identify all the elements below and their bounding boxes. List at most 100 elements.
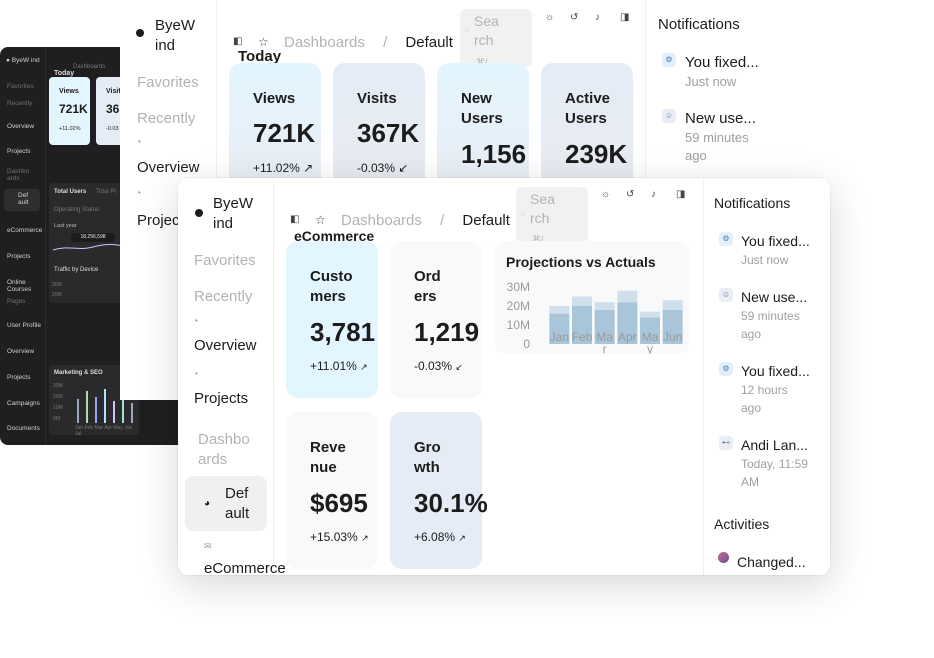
front-notif-2-time: 59 minutes ago: [741, 309, 800, 341]
mid-history-icon[interactable]: ↺: [570, 12, 579, 23]
mid-search-icon: ○: [465, 27, 470, 34]
dark-marketing-title: Marketing & SEO: [54, 370, 103, 376]
mid-stat-new-users: New Users 1,156: [437, 63, 529, 193]
dark-nav-projects-2[interactable]: Projects: [7, 253, 31, 260]
front-breadcrumb-dashboards[interactable]: Dashboards: [341, 212, 422, 229]
front-search-icon: ○: [521, 211, 526, 218]
mid-bullet-icon: •: [138, 188, 141, 197]
dark-nav-user-profile[interactable]: User Profile: [7, 322, 41, 329]
mid-nav-recently[interactable]: Recently: [137, 110, 196, 127]
front-notif-2-title[interactable]: New use...: [741, 289, 808, 305]
bar-feb-series-1: [572, 296, 592, 306]
x-tick-label: Apr: [618, 330, 637, 344]
front-activity-1-title[interactable]: Changed...: [737, 554, 806, 570]
dark-chart-tooltip: 18,256,598: [71, 233, 115, 242]
bell-icon[interactable]: ♪: [651, 189, 656, 200]
front-notif-1-title[interactable]: You fixed...: [741, 233, 810, 249]
dark-nav-ecommerce[interactable]: eCommerce: [7, 227, 43, 234]
stat-revenue-value: $695: [310, 488, 368, 518]
mid-breadcrumb-default[interactable]: Default: [405, 34, 453, 51]
stat-card-growth: Gro wth 30.1% +6.08% ↗: [390, 412, 488, 569]
dark-today-heading: Today: [54, 70, 75, 77]
front-breadcrumb-sep: /: [440, 212, 445, 229]
mid-bell-icon[interactable]: ♪: [595, 12, 600, 23]
y-tick-label: 10M: [507, 318, 530, 332]
mid-stat-new-users-label: New Users: [461, 90, 503, 127]
trend-up-icon: ↗: [458, 533, 466, 543]
stat-customers-change: +11.01% ↗: [310, 359, 368, 373]
mid-stat-views-change: +11.02% ↗: [253, 161, 313, 175]
dark-nav-overview-2[interactable]: Overview: [7, 348, 35, 355]
mid-breadcrumb-dashboards[interactable]: Dashboards: [284, 34, 365, 51]
dark-month: Jun: [124, 425, 133, 431]
front-nav-dashboards-header: Dashbo ards: [198, 431, 250, 468]
dark-card-visits-value: 36: [106, 102, 120, 116]
front-breadcrumb-default[interactable]: Default: [462, 212, 510, 229]
front-notif-4-title[interactable]: Andi Lan...: [741, 437, 808, 453]
mid-stat-visits-label: Visits: [357, 90, 397, 107]
front-nav-default[interactable]: ◕ Def ault: [185, 476, 267, 531]
mid-bullet-icon: •: [138, 137, 141, 146]
mid-stat-new-users-value: 1,156: [461, 139, 527, 169]
stat-growth-label: Gro wth: [414, 439, 441, 476]
dark-nav-recently[interactable]: Recently: [7, 100, 33, 107]
front-search-input[interactable]: ○ Sea rch ⌘/: [516, 187, 588, 244]
front-nav-favorites[interactable]: Favorites: [194, 252, 256, 269]
stat-card-orders: Ord ers 1,219 -0.03% ↙: [390, 241, 482, 398]
front-dashboard-window: ByeW ind Favorites Recently • Overview •…: [178, 178, 830, 575]
mid-panel-icon[interactable]: ◨: [620, 12, 630, 23]
x-tick-label: Jun: [663, 330, 682, 344]
chart-title: Projections vs Actuals: [506, 254, 656, 270]
x-tick-label: Ma: [596, 330, 613, 344]
y-tick-label: 0: [523, 337, 530, 351]
x-tick-label: Feb: [572, 330, 593, 344]
mid-stat-views-change-text: +11.02%: [253, 161, 300, 175]
stat-revenue-change: +15.03% ↗: [310, 530, 369, 544]
dark-marketing-y-axis: 30M 20M 10M 0M: [53, 381, 63, 425]
dark-nav-projects[interactable]: Projects: [7, 148, 31, 155]
mid-sun-icon[interactable]: ☼: [545, 12, 555, 23]
front-notif-3-title[interactable]: You fixed...: [741, 363, 810, 379]
mid-stat-active-users-label: Active Users: [565, 90, 611, 127]
bar-mar-series-0: [594, 309, 615, 344]
mid-nav-projects[interactable]: Projec: [137, 212, 180, 229]
mid-stat-views: Views 721K +11.02% ↗: [229, 63, 321, 193]
front-star-icon[interactable]: ☆: [315, 213, 326, 227]
mid-stat-visits-value: 367K: [357, 118, 420, 148]
mid-notif-1-title[interactable]: You fixed...: [685, 54, 759, 71]
mid-stat-active-users-value: 239K: [565, 139, 628, 169]
dark-nav-favorites[interactable]: Favorites: [7, 83, 34, 90]
mid-nav-overview[interactable]: Overview: [137, 159, 200, 176]
front-notif-3-time: 12 hours ago: [741, 383, 788, 415]
dark-nav-default[interactable]: Def ault: [4, 189, 40, 211]
mid-notif-2-title[interactable]: New use...: [685, 110, 756, 127]
dark-nav-projects-3[interactable]: Projects: [7, 374, 31, 381]
mid-search-shortcut: ⌘/: [476, 57, 488, 67]
dark-breadcrumb[interactable]: Dashboards: [73, 64, 106, 70]
dark-month: Mar: [94, 425, 104, 431]
bar-apr-series-1: [617, 290, 638, 303]
dark-nav-overview[interactable]: Overview: [7, 123, 35, 130]
bug-icon: ⚙: [719, 232, 733, 246]
front-search-placeholder: Sea rch: [530, 191, 555, 226]
history-icon[interactable]: ↺: [626, 189, 635, 200]
front-nav-ecommerce[interactable]: eCommerce: [204, 560, 286, 575]
dark-nav-documents[interactable]: Documents: [7, 425, 40, 432]
dark-nav-online-courses[interactable]: Online Courses: [7, 279, 32, 293]
stat-card-revenue: Reve nue $695 +15.03% ↗: [286, 412, 378, 569]
dark-nav-campaigns[interactable]: Campaigns: [7, 400, 40, 407]
front-nav-projects[interactable]: Projects: [194, 390, 249, 407]
sun-icon[interactable]: ☼: [601, 189, 611, 200]
dark-total-projects-title: Total Pr: [96, 189, 117, 195]
front-nav-recently[interactable]: Recently: [194, 288, 253, 305]
mid-sidebar-toggle-icon[interactable]: ◧: [233, 36, 243, 47]
mid-search-input[interactable]: ○ Sea rch ⌘/: [460, 9, 532, 67]
front-nav-overview[interactable]: Overview: [194, 337, 257, 354]
mid-nav-favorites[interactable]: Favorites: [137, 74, 199, 91]
dark-brand-logo-icon: ●: [6, 57, 10, 64]
front-sidebar-toggle-icon[interactable]: ◧: [290, 214, 300, 225]
stat-orders-change-text: -0.03%: [414, 359, 453, 373]
bar-may-series-0: [640, 317, 660, 344]
panel-toggle-icon[interactable]: ◨: [676, 189, 686, 200]
mid-star-icon[interactable]: ☆: [258, 35, 269, 49]
